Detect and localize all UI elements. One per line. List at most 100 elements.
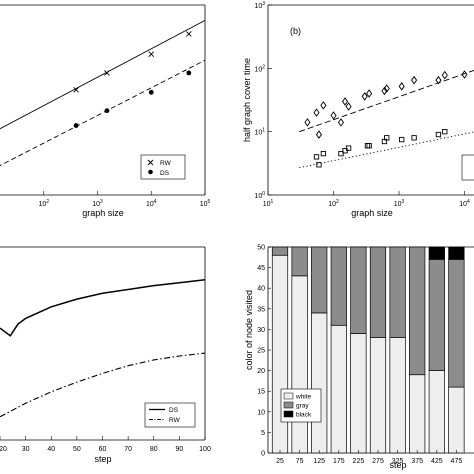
x-tick-label: 20 xyxy=(0,446,7,453)
legend-label-black: black xyxy=(296,412,312,419)
x-tick-label: 100 xyxy=(199,446,211,453)
bar-white xyxy=(369,337,387,454)
x-tick-label: 175 xyxy=(333,458,345,465)
y-tick-label: 15 xyxy=(257,389,265,396)
bar-white xyxy=(330,324,347,454)
point-diamond xyxy=(435,75,442,85)
point-RW xyxy=(148,51,155,58)
x-tick-label: 40 xyxy=(47,446,55,453)
y-tick-label: 0 xyxy=(261,451,265,458)
point-DS xyxy=(186,70,192,76)
legend-swatch-white xyxy=(283,392,294,400)
series-RW-fit xyxy=(0,20,206,130)
x-tick-label: 102 xyxy=(328,199,339,208)
x-tick-label: 225 xyxy=(353,458,365,465)
point-square xyxy=(399,136,405,143)
series-DS-fit xyxy=(0,59,206,167)
y-tick-label: 25 xyxy=(257,348,265,355)
legend-label-RW: RW xyxy=(160,160,172,167)
y-tick-label: 10 xyxy=(257,409,265,416)
x-tick-label: 103 xyxy=(394,199,405,208)
point-diamond xyxy=(461,70,468,79)
x-tick-label: 30 xyxy=(22,446,30,453)
x-tick-label: 475 xyxy=(451,458,463,465)
bar-gray xyxy=(409,246,426,376)
point-DS xyxy=(104,108,110,114)
point-diamond xyxy=(361,92,368,101)
x-tick-label: 375 xyxy=(411,458,423,465)
bar-white xyxy=(409,374,426,454)
point-square xyxy=(338,150,344,157)
y-tick-label: 45 xyxy=(257,265,265,272)
x-axis-label: step xyxy=(389,460,406,470)
bar-gray xyxy=(369,246,387,338)
bar-white xyxy=(448,386,465,454)
x-tick-label: 70 xyxy=(124,446,132,453)
y-tick-label: 35 xyxy=(257,306,265,313)
point-diamond xyxy=(330,111,337,120)
point-diamond xyxy=(383,84,390,93)
bar-gray xyxy=(330,246,347,326)
x-tick-label: 50 xyxy=(73,446,81,453)
y-tick-label: 101 xyxy=(254,128,265,137)
x-tick-label: 125 xyxy=(313,458,325,465)
x-axis-label: graph size xyxy=(351,208,393,218)
point-square xyxy=(313,154,320,160)
bar-gray xyxy=(291,246,308,277)
point-diamond xyxy=(315,130,323,139)
bar-gray xyxy=(428,259,445,371)
point-diamond xyxy=(337,118,345,127)
x-tick-label: 75 xyxy=(296,458,304,465)
y-tick-label: 30 xyxy=(257,327,265,334)
point-DS xyxy=(148,89,154,95)
x-tick-label: 60 xyxy=(99,446,107,453)
legend-marker-DS xyxy=(148,169,153,175)
bar-gray xyxy=(271,246,289,256)
series-DS-line xyxy=(0,279,206,337)
bar-gray xyxy=(389,246,406,338)
y-tick-label: 103 xyxy=(254,1,265,10)
point-diamond xyxy=(304,118,311,127)
legend-swatch-gray xyxy=(283,401,294,409)
y-tick-label: 102 xyxy=(254,64,265,73)
panel-size-scaling: 102 103 104 105 graph size RW DS xyxy=(0,4,211,218)
point-RW xyxy=(104,70,110,76)
series-0-fit xyxy=(299,69,474,133)
y-tick-label: 5 xyxy=(261,430,265,437)
legend-swatch-black xyxy=(283,410,294,418)
point-square xyxy=(442,129,448,135)
point-square xyxy=(320,150,327,157)
x-axis-label: graph size xyxy=(82,208,124,218)
point-diamond xyxy=(366,89,373,98)
legend: RW DS xyxy=(140,154,186,180)
point-square xyxy=(364,143,371,149)
y-tick-label: 20 xyxy=(257,368,265,375)
legend-label-DS: DS xyxy=(160,170,170,177)
panel-color-bars: 0 5 10 15 20 25 30 35 40 45 50 color of node visite… xyxy=(244,245,474,470)
point-square xyxy=(316,162,322,168)
y-tick-label: 50 xyxy=(257,245,265,252)
point-RW xyxy=(73,87,79,93)
x-tick-label: 80 xyxy=(150,446,158,453)
point-diamond xyxy=(411,75,418,85)
legend-marker-RW xyxy=(147,159,154,166)
bar-gray xyxy=(350,246,367,334)
x-tick-label: 325 xyxy=(392,458,404,465)
point-diamond xyxy=(345,102,352,111)
legend-label-RW: RW xyxy=(169,417,181,424)
legend-label-DS: DS xyxy=(169,407,179,414)
y-tick-label: 100 xyxy=(254,191,265,200)
bar-white xyxy=(311,312,328,454)
x-tick-label: 101 xyxy=(263,199,274,208)
x-tick-label: 25 xyxy=(276,458,284,465)
point-square xyxy=(435,131,442,138)
panel-annotation: (b) xyxy=(290,26,301,36)
x-tick-label: 90 xyxy=(175,446,183,453)
y-axis-label: half graph cover time xyxy=(242,58,252,142)
bar-white xyxy=(291,275,308,454)
x-tick-label: 275 xyxy=(372,458,384,465)
bar-white xyxy=(428,370,445,454)
legend-box xyxy=(144,402,196,428)
bar-white xyxy=(271,254,289,454)
